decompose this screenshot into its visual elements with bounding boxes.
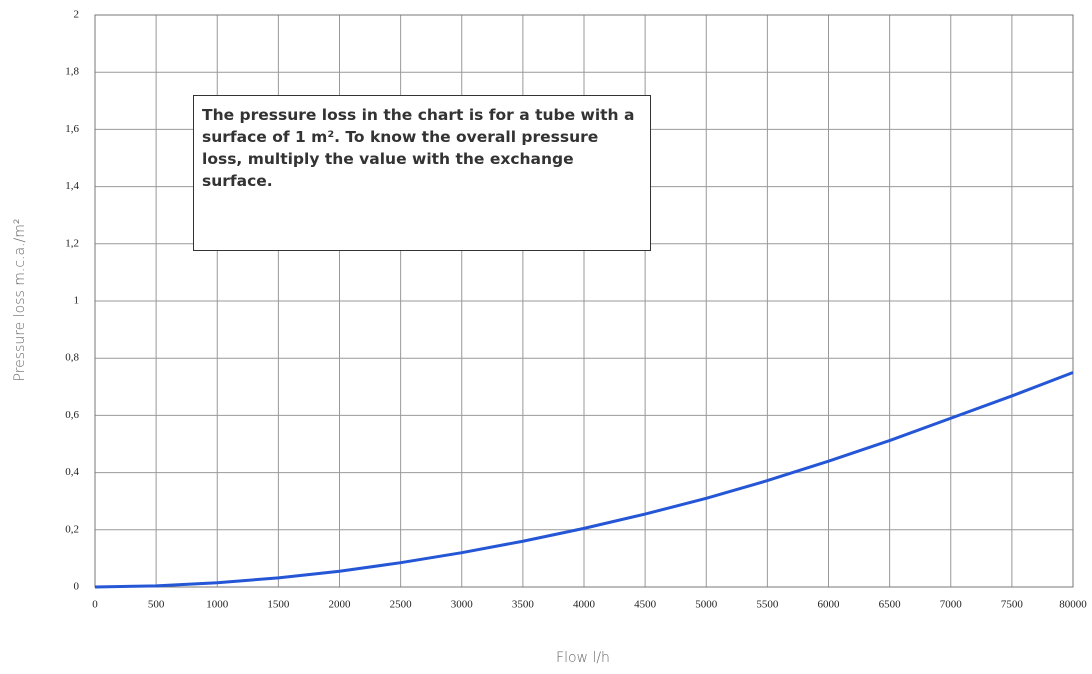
x-tick-label: 4000 <box>573 599 596 611</box>
plot-frame <box>94 14 1074 588</box>
y-tick-label: 0 <box>74 581 80 593</box>
y-tick-label: 0,6 <box>65 409 79 421</box>
y-tick-label: 0,8 <box>65 352 79 364</box>
y-tick-label: 0,2 <box>65 523 79 535</box>
x-tick-label: 5000 <box>695 599 718 611</box>
x-tick-label: 80000 <box>1059 599 1087 611</box>
x-tick-label: 1500 <box>267 599 290 611</box>
x-tick-label: 3000 <box>451 599 474 611</box>
x-tick-label: 7000 <box>940 599 963 611</box>
y-tick-label: 1 <box>74 295 80 307</box>
y-axis-label: Pressure loss m.c.a./m² <box>12 219 28 382</box>
x-tick-label: 6000 <box>818 599 841 611</box>
y-tick-label: 1,4 <box>65 180 79 192</box>
y-tick-label: 1,6 <box>65 123 79 135</box>
y-tick-label: 1,2 <box>65 237 79 249</box>
x-tick-label: 500 <box>148 599 165 611</box>
x-tick-label: 1000 <box>206 599 229 611</box>
y-tick-label: 0,4 <box>65 466 79 478</box>
x-tick-label: 6500 <box>879 599 902 611</box>
x-axis-label: Flow l/h <box>556 650 610 666</box>
x-tick-label: 2000 <box>329 599 352 611</box>
x-tick-label: 7500 <box>1001 599 1024 611</box>
x-tick-label: 5500 <box>756 599 779 611</box>
data-line <box>94 371 1074 589</box>
y-tick-label: 1,8 <box>65 66 79 78</box>
annotation: The pressure loss in the chart is for a … <box>193 95 651 251</box>
x-tick-label: 4500 <box>634 599 657 611</box>
x-tick-label: 2500 <box>390 599 413 611</box>
y-tick-label: 2 <box>74 9 80 21</box>
x-tick-label: 3500 <box>512 599 535 611</box>
x-tick-label: 0 <box>92 599 98 611</box>
